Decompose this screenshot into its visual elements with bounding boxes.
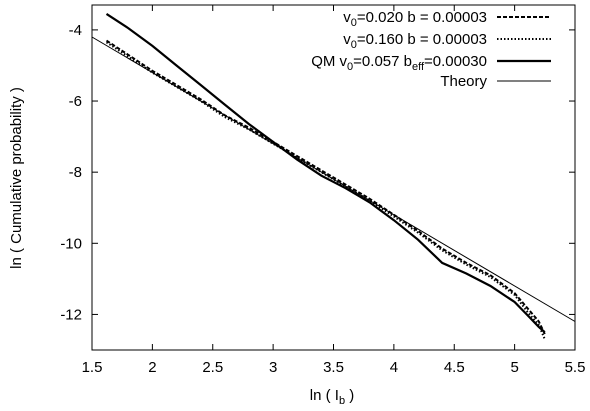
legend-label-3: QM v0=0.057 beff=0.00030 [311,53,487,73]
legend-subscript: eff [412,61,425,73]
legend-text-part: Theory [440,73,487,90]
legend-subscript: 0 [351,39,357,51]
y-tick-label: -6 [69,93,82,110]
series-line-4 [91,36,576,322]
series-line-3 [105,12,546,334]
y-tick-label: -4 [69,22,82,39]
legend-text-part: =0.00030 [424,53,487,70]
x-tick-label: 5.5 [565,359,586,376]
y-tick-label: -10 [60,235,82,252]
x-tick-label: 1.5 [82,359,103,376]
axis-ticks: 1.5 2 2.5 3 3.5 4 4.5 5 5.5 -4 -6 -8 -10 -12 [60,5,585,376]
x-axis-label-end: ) [345,387,354,404]
legend-label-1: v0=0.020 b = 0.00003 [343,9,487,29]
legend-label-2: v0=0.160 b = 0.00003 [343,31,487,51]
legend-label-4: Theory [440,73,487,90]
x-axis-label: ln ( Ib ) [310,387,354,407]
series-line-1 [105,39,546,335]
x-tick-label: 3 [269,359,277,376]
y-tick-label: -8 [69,164,82,181]
legend-text-part: =0.160 b = 0.00003 [357,31,487,48]
legend-text-part: =0.057 b [353,53,412,70]
x-tick-label: 2 [148,359,156,376]
x-tick-label: 2.5 [202,359,223,376]
legend-subscript: 0 [347,61,353,73]
x-tick-label: 4.5 [444,359,465,376]
legend-text-part: v [343,31,351,48]
y-tick-label: -12 [60,306,82,323]
x-tick-label: 3.5 [323,359,344,376]
legend-text-part: v [343,9,351,26]
x-tick-label: 4 [390,359,398,376]
x-tick-label: 5 [510,359,518,376]
legend-text-part: QM v [311,53,347,70]
legend-text-part: =0.020 b = 0.00003 [357,9,487,26]
legend-subscript: 0 [351,17,357,29]
x-axis-label-main: ln ( I [310,387,339,404]
series-lines [91,12,576,340]
y-axis-label: ln ( Cumulative probability ) [8,87,25,269]
x-axis-label-sub: b [339,395,345,407]
